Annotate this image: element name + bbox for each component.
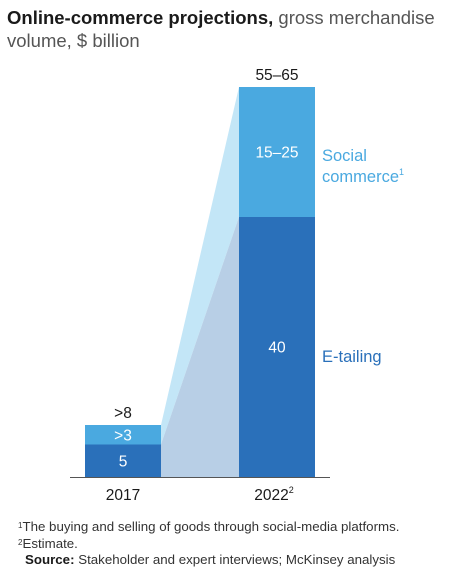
source-text: Stakeholder and expert interviews; McKin… <box>74 552 396 567</box>
x-tick-2022: 20222 <box>254 485 294 504</box>
chart-title: Online-commerce projections, gross merch… <box>7 6 467 52</box>
footnote-2-text: Estimate. <box>22 535 78 551</box>
label-etailing-2022: 40 <box>268 340 286 357</box>
footnote-1: 1The buying and selling of goods through… <box>18 519 473 536</box>
label-social-2017: >3 <box>114 427 132 444</box>
legend-social-footnote: 1 <box>399 167 404 177</box>
footnote-1-text: The buying and selling of goods through … <box>22 519 400 534</box>
total-label-2022: 55–65 <box>255 67 298 84</box>
source-line: Source: Stakeholder and expert interview… <box>18 552 473 569</box>
legend-social-line1: Social <box>322 147 367 165</box>
legend-etailing: E-tailing <box>322 348 382 366</box>
footnote-1-mark: 1 <box>18 521 23 530</box>
label-social-2022: 15–25 <box>255 145 298 162</box>
chart-subtitle: gross merchandise volume, $ billion <box>7 7 435 51</box>
bar-etailing-2022 <box>239 217 315 477</box>
x-tick-2017: 2017 <box>106 487 140 504</box>
connector-band-social <box>161 87 239 445</box>
bar-etailing-2017 <box>85 444 161 477</box>
footnote-2-mark: 2 <box>18 537 23 547</box>
total-label-2017: >8 <box>114 405 132 422</box>
connector-band-etailing <box>161 217 239 477</box>
footnotes: 1The buying and selling of goods through… <box>18 519 473 569</box>
footnote-2: 2Estimate. <box>18 536 473 553</box>
legend-social-line2: commerce1 <box>322 167 404 186</box>
bar-social-2017 <box>85 425 161 445</box>
source-label: Source: <box>25 552 75 567</box>
label-etailing-2017: 5 <box>119 453 128 470</box>
chart-title-bold: Online-commerce projections, <box>7 7 274 28</box>
x-tick-footnote-2022: 2 <box>289 485 294 495</box>
bar-social-2022 <box>239 87 315 217</box>
